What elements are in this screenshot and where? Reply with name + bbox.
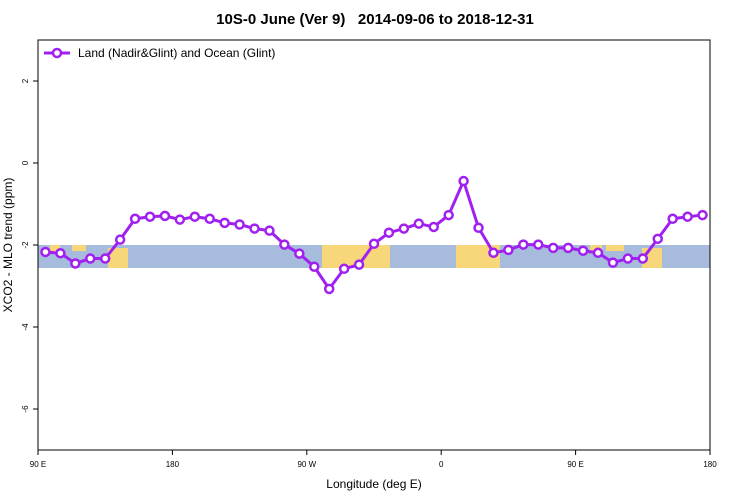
data-point [667, 213, 678, 225]
data-point [338, 263, 350, 275]
land-patch [108, 248, 128, 268]
map-band [38, 245, 710, 268]
land-patch [322, 245, 390, 268]
data-point [70, 258, 81, 269]
data-point [592, 247, 604, 259]
data-point [353, 259, 365, 270]
legend-marker [51, 47, 63, 59]
y-tick-label: -4 [21, 323, 30, 331]
data-point [204, 213, 215, 225]
y-axis-label: XCO2 - MLO trend (ppm) [1, 178, 15, 313]
data-point [174, 214, 186, 225]
land-patch [606, 245, 624, 251]
y-tick-label: 2 [21, 78, 30, 83]
data-point [503, 244, 514, 256]
data-point [562, 242, 574, 254]
data-point [637, 253, 649, 264]
data-point [40, 246, 51, 258]
data-point [159, 210, 171, 222]
data-point [309, 261, 320, 272]
data-point [488, 247, 499, 259]
data-point [518, 239, 529, 250]
data-point [323, 283, 335, 295]
data-point [368, 238, 380, 250]
data-point [294, 248, 305, 259]
x-tick-label: 180 [703, 460, 717, 469]
land-patch [72, 245, 86, 251]
series-line [45, 179, 703, 291]
data-point [189, 211, 201, 222]
x-axis-label: Longitude (deg E) [326, 477, 421, 491]
data-point [458, 175, 469, 187]
data-point [398, 223, 410, 234]
data-point [473, 222, 484, 234]
data-point [413, 218, 425, 229]
data-point [249, 223, 260, 234]
data-point [114, 234, 126, 245]
data-point [697, 209, 708, 221]
data-point [144, 211, 156, 222]
data-point [652, 233, 663, 245]
data-point [607, 257, 619, 268]
data-point [383, 227, 395, 238]
x-tick-label: 0 [439, 460, 444, 469]
data-point [85, 253, 96, 264]
y-tick-label: -6 [21, 405, 30, 413]
chart-title: 10S-0 June (Ver 9) 2014-09-06 to 2018-12… [216, 11, 534, 28]
y-tick-label: -2 [21, 241, 30, 249]
data-point [279, 239, 290, 250]
data-point [219, 217, 230, 229]
y-tick-label: 0 [21, 160, 30, 165]
data-point [622, 253, 634, 264]
land-patch [50, 245, 60, 253]
x-tick-label: 90 E [30, 460, 46, 469]
data-point [129, 213, 141, 225]
x-tick-label: 90 E [567, 460, 583, 469]
legend-label: Land (Nadir&Glint) and Ocean (Glint) [78, 46, 275, 60]
data-point [234, 219, 245, 230]
data-point [533, 239, 544, 250]
data-point [428, 221, 439, 233]
data-point [577, 245, 589, 256]
data-point [682, 211, 693, 222]
x-tick-label: 90 W [297, 460, 316, 469]
x-tick-label: 180 [166, 460, 180, 469]
data-point [547, 242, 559, 254]
data-point [99, 253, 111, 264]
data-point [55, 247, 66, 259]
data-point [443, 209, 454, 221]
data-point [264, 225, 275, 236]
